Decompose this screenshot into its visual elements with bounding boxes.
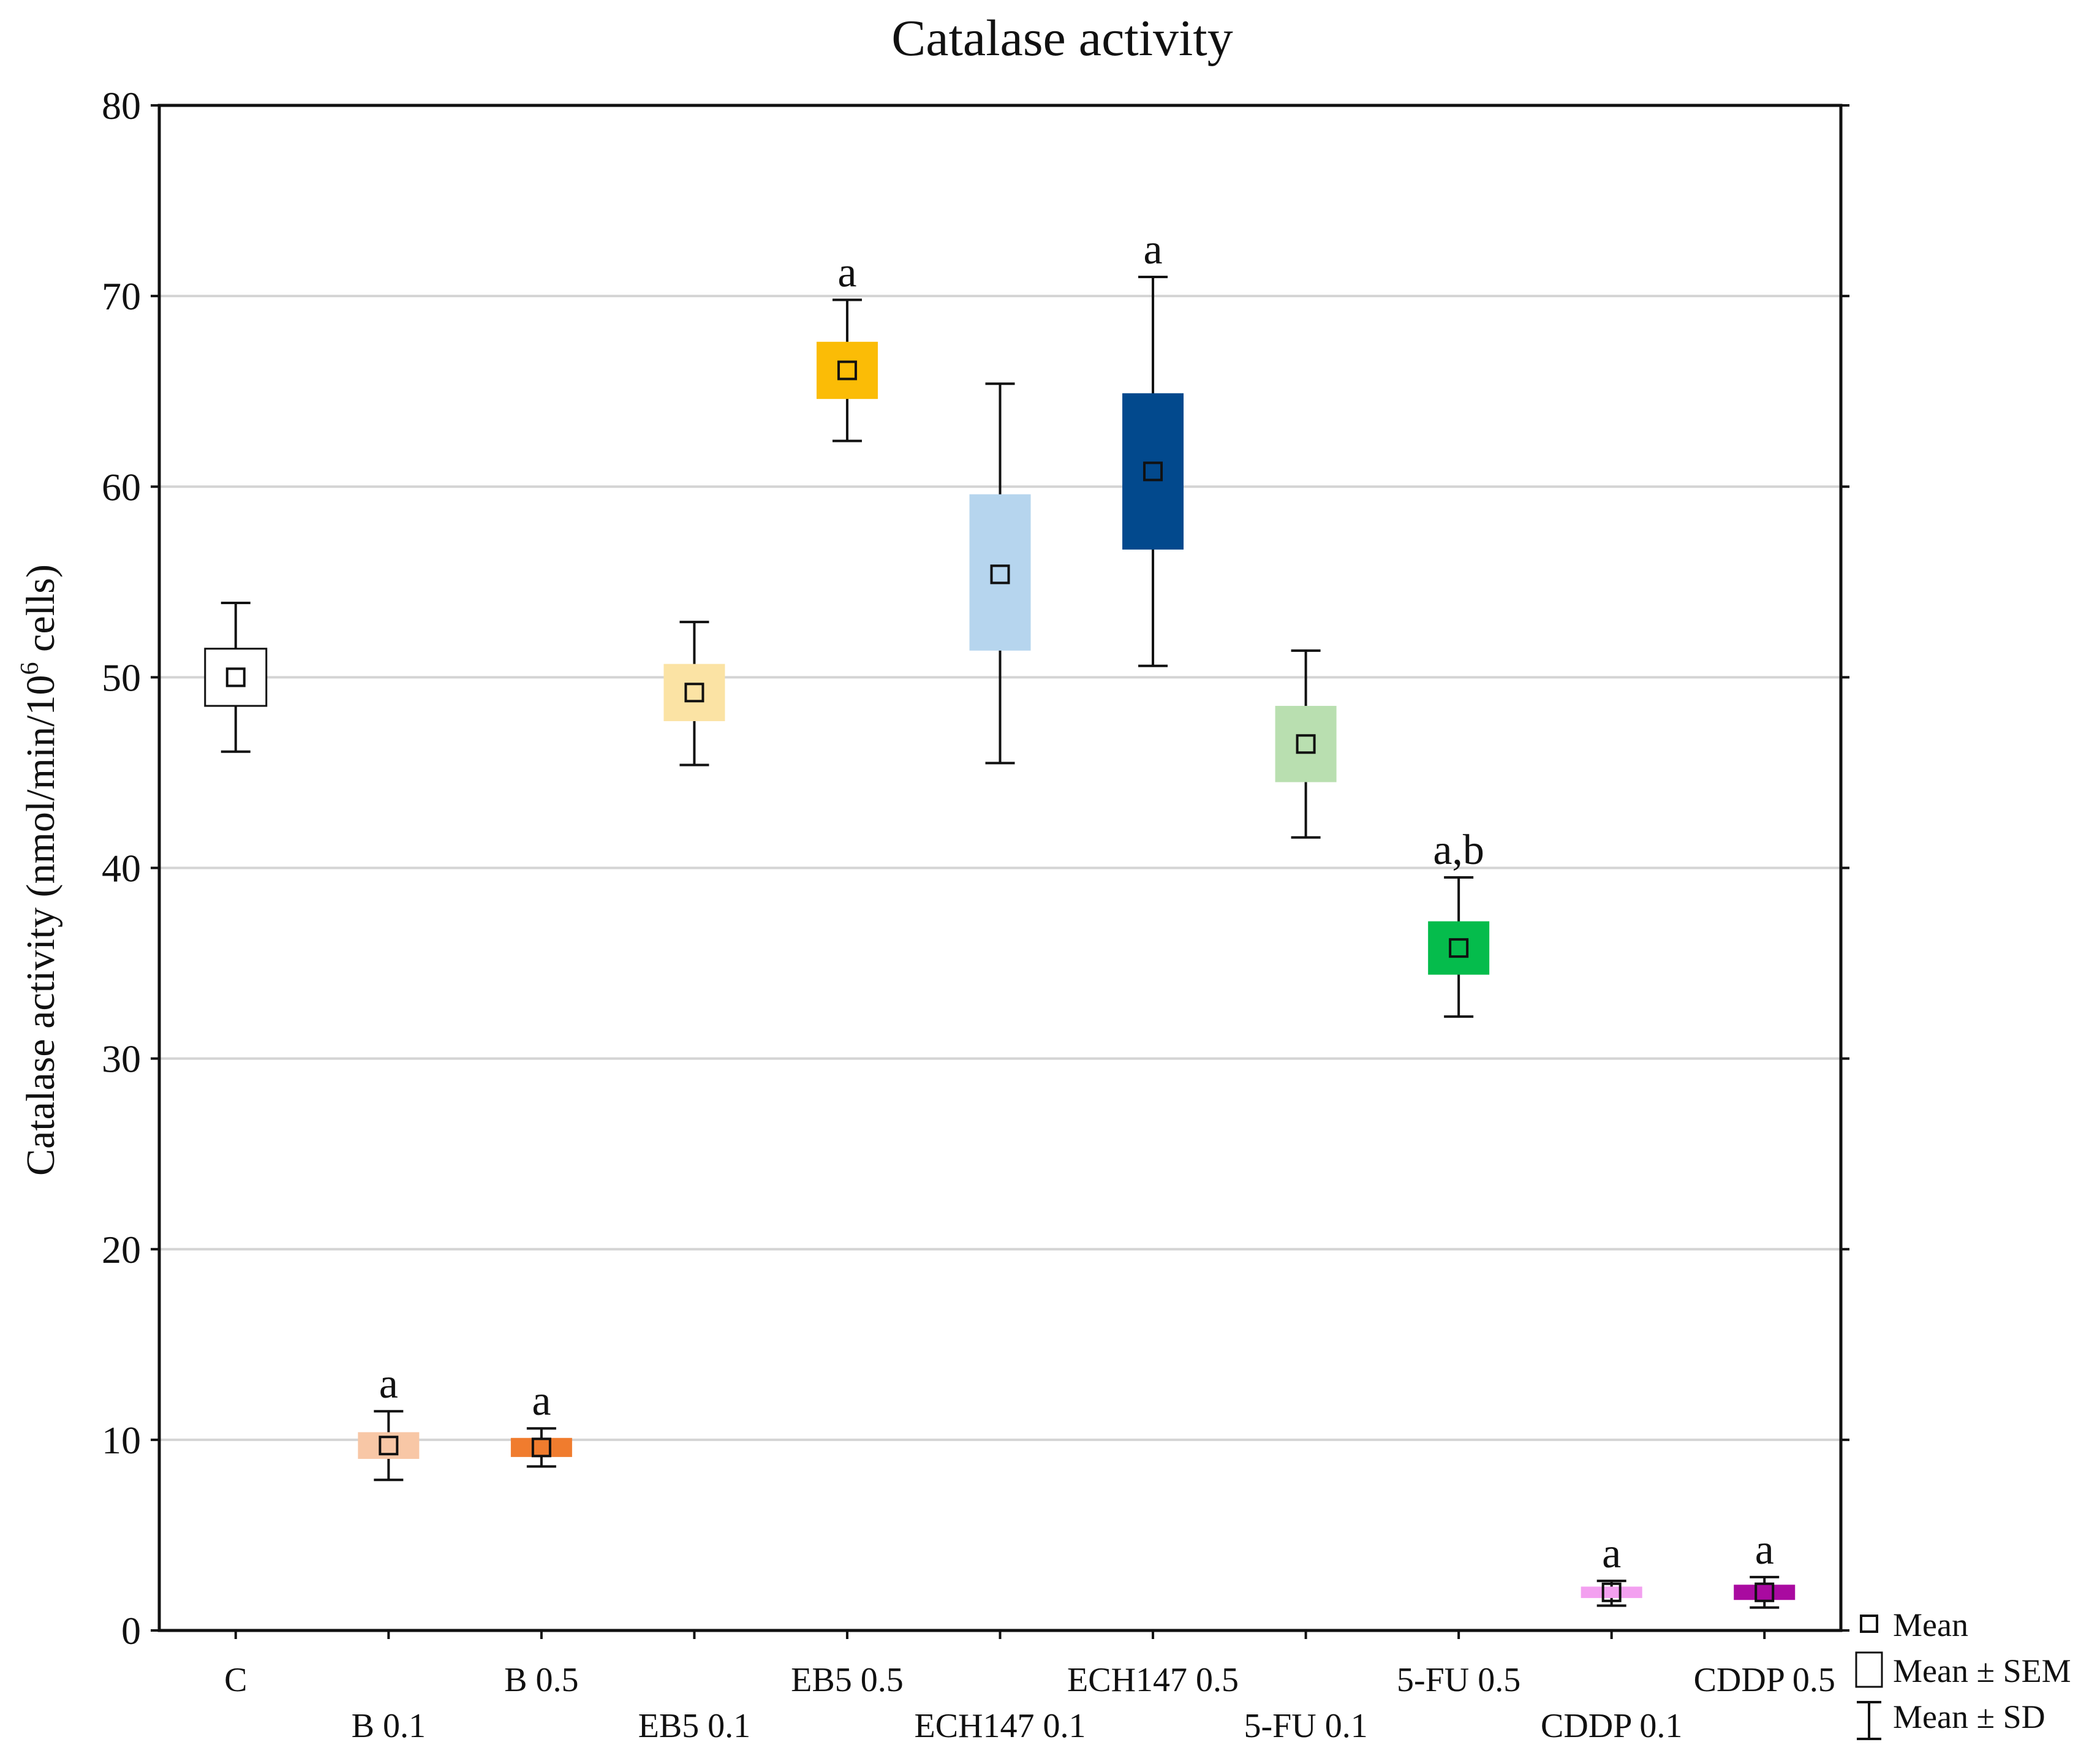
- y-tick-label-1: 10: [102, 1418, 141, 1462]
- significance-label-1: a: [379, 1360, 398, 1407]
- y-axis-label-tail: cells): [18, 564, 63, 662]
- significance-label-8: a,b: [1433, 827, 1484, 874]
- legend-label-sem: Mean ± SEM: [1893, 1653, 2071, 1689]
- group-5: [969, 382, 1031, 765]
- significance-label-9: a: [1602, 1530, 1621, 1577]
- sem-box-2: [510, 1437, 572, 1457]
- y-tick-label-6: 60: [102, 465, 141, 509]
- y-axis-label-main: Catalase activity (nmol/min/10: [18, 675, 63, 1176]
- sem-box-7: [1275, 706, 1337, 782]
- x-axis-ticks: C B 0.1 B 0.5 EB5 0.1 EB5 0.5 ECH147 0.1 ECH14…: [224, 1630, 1835, 1745]
- y-axis-label: Catalase activity (nmol/min/106 cells): [16, 564, 63, 1176]
- x-tick-label-10: CDDP 0.5: [1694, 1661, 1835, 1699]
- group-7: [1275, 649, 1337, 839]
- group-6: a: [1122, 226, 1184, 667]
- mean-marker-8: [1449, 938, 1469, 958]
- chart-title: Catalase activity: [891, 10, 1233, 67]
- x-tick-label-8: 5-FU 0.5: [1397, 1661, 1520, 1699]
- group-8: a,b: [1428, 827, 1490, 1018]
- sem-box-10: [1734, 1585, 1796, 1600]
- mean-marker-6: [1143, 461, 1163, 482]
- legend-mean-icon: [1860, 1615, 1878, 1633]
- x-tick-label-9: CDDP 0.1: [1541, 1707, 1682, 1745]
- significance-label-4: a: [837, 249, 856, 296]
- legend: Mean Mean ± SEM Mean ± SD: [1855, 1607, 2071, 1740]
- mean-marker-0: [225, 667, 246, 687]
- plot-frame: [157, 104, 1843, 1632]
- y-tick-label-5: 50: [102, 656, 141, 699]
- x-tick-label-2: B 0.5: [504, 1661, 578, 1699]
- group-4: a: [816, 249, 878, 442]
- mean-marker-5: [990, 564, 1010, 585]
- legend-sd-icon: [1857, 1701, 1881, 1740]
- data-marks: a a a a a,b a a: [204, 226, 1796, 1609]
- y-axis-label-superscript: 6: [16, 662, 44, 675]
- group-2: a: [510, 1377, 572, 1468]
- group-9: a: [1581, 1530, 1642, 1607]
- y-tick-label-2: 20: [102, 1228, 141, 1271]
- y-tick-label-8: 80: [102, 84, 141, 127]
- group-0: [204, 602, 268, 753]
- sem-box-5: [969, 494, 1031, 651]
- mean-marker-1: [379, 1436, 399, 1456]
- x-tick-label-5: ECH147 0.1: [915, 1707, 1086, 1745]
- sem-box-3: [663, 664, 725, 721]
- sem-box-6: [1122, 393, 1184, 550]
- mean-marker-10: [1754, 1582, 1775, 1602]
- sem-box-4: [816, 341, 878, 399]
- sem-box-0: [204, 648, 268, 707]
- group-3: [663, 621, 725, 767]
- y-tick-label-0: 0: [121, 1609, 141, 1653]
- x-tick-label-4: EB5 0.5: [791, 1661, 904, 1699]
- x-tick-label-0: C: [224, 1661, 247, 1699]
- x-tick-label-6: ECH147 0.5: [1067, 1661, 1239, 1699]
- y-tick-label-4: 40: [102, 847, 141, 890]
- y-tick-label-7: 70: [102, 274, 141, 318]
- group-1: a: [358, 1360, 420, 1482]
- sem-box-8: [1428, 921, 1490, 975]
- mean-marker-7: [1296, 734, 1316, 754]
- mean-marker-9: [1601, 1582, 1622, 1602]
- group-10: a: [1734, 1526, 1796, 1609]
- significance-label-10: a: [1755, 1526, 1774, 1573]
- mean-marker-3: [684, 683, 704, 703]
- legend-label-sd: Mean ± SD: [1893, 1698, 2045, 1735]
- x-tick-label-1: B 0.1: [352, 1707, 426, 1745]
- legend-label-mean: Mean: [1893, 1607, 1968, 1643]
- x-tick-label-7: 5-FU 0.1: [1244, 1707, 1367, 1745]
- mean-marker-2: [531, 1437, 551, 1458]
- y-tick-label-3: 30: [102, 1037, 141, 1081]
- significance-label-2: a: [532, 1377, 551, 1425]
- mean-marker-4: [837, 360, 857, 381]
- x-tick-label-3: EB5 0.1: [638, 1707, 751, 1745]
- sem-box-9: [1581, 1586, 1642, 1599]
- legend-sem-icon: [1855, 1651, 1883, 1688]
- significance-label-6: a: [1144, 226, 1163, 273]
